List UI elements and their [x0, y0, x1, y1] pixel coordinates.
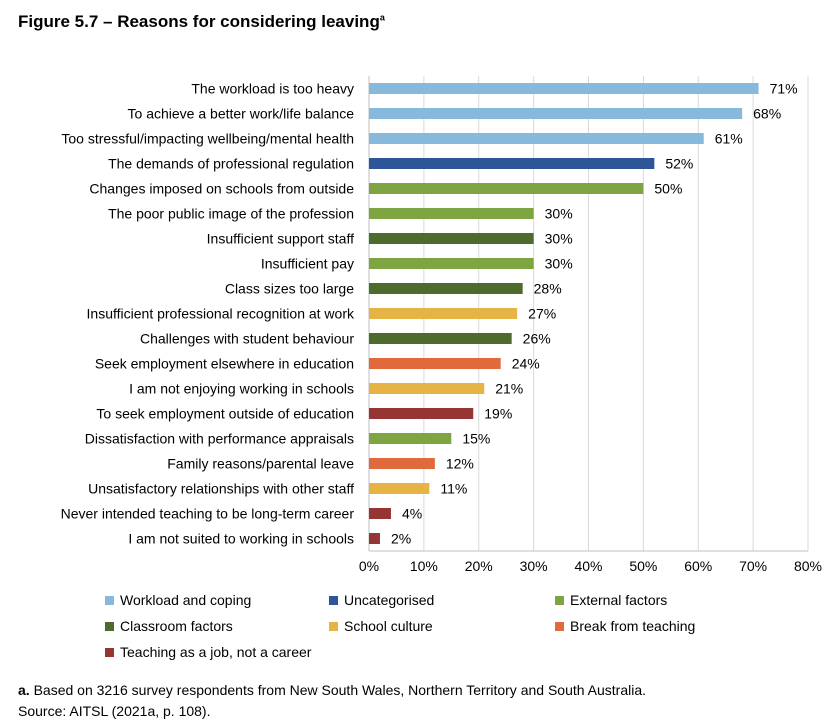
bar: [369, 258, 534, 269]
bar: [369, 458, 435, 469]
legend-item: School culture: [329, 618, 433, 634]
bar: [369, 283, 523, 294]
data-label: 24%: [512, 356, 540, 372]
figure-title-text: Figure 5.7 – Reasons for considering lea…: [18, 12, 380, 31]
category-label: I am not enjoying working in schools: [129, 381, 354, 397]
bar: [369, 133, 704, 144]
legend-item: Break from teaching: [555, 618, 695, 634]
legend-item: External factors: [555, 592, 667, 608]
footnote: a. Based on 3216 survey respondents from…: [18, 680, 646, 722]
figure-title: Figure 5.7 – Reasons for considering lea…: [18, 12, 385, 32]
data-label: 11%: [440, 481, 467, 497]
bar: [369, 308, 518, 319]
data-label: 19%: [484, 406, 512, 422]
category-label: Insufficient support staff: [207, 231, 354, 247]
legend-swatch: [555, 621, 564, 631]
footnote-label: a.: [18, 682, 30, 698]
data-label: 15%: [462, 431, 490, 447]
category-label: Class sizes too large: [225, 281, 354, 297]
legend-label: External factors: [570, 592, 668, 608]
bar: [369, 358, 501, 369]
legend-label: Break from teaching: [570, 618, 696, 634]
data-label: 21%: [495, 381, 523, 397]
bar: [369, 483, 430, 494]
category-label: Dissatisfaction with performance apprais…: [85, 431, 354, 447]
category-label: Never intended teaching to be long-term …: [61, 506, 355, 522]
category-label: The workload is too heavy: [191, 81, 354, 97]
data-label: 28%: [534, 281, 562, 297]
data-label: 26%: [523, 331, 551, 347]
legend-label: Workload and coping: [120, 592, 252, 608]
footnote-line: a. Based on 3216 survey respondents from…: [18, 680, 646, 701]
category-label: To seek employment outside of education: [96, 406, 354, 422]
x-tick-label: 70%: [739, 558, 767, 574]
bar: [369, 208, 534, 219]
bar: [369, 408, 474, 419]
bar: [369, 333, 512, 344]
category-label: Challenges with student behaviour: [140, 331, 354, 347]
bar: [369, 533, 380, 544]
data-label: 30%: [545, 231, 573, 247]
data-label: 68%: [753, 106, 781, 122]
chart-legend: Workload and coping Uncategorised External…: [105, 592, 805, 672]
category-label: Too stressful/impacting wellbeing/mental…: [61, 131, 354, 147]
x-tick-label: 10%: [410, 558, 438, 574]
bar: [369, 233, 534, 244]
category-label: Family reasons/parental leave: [167, 456, 354, 472]
category-label: Insufficient pay: [261, 256, 354, 272]
category-label: To achieve a better work/life balance: [128, 106, 355, 122]
x-tick-label: 0%: [359, 558, 379, 574]
legend-label: School culture: [344, 618, 433, 634]
x-tick-label: 80%: [794, 558, 822, 574]
x-tick-label: 60%: [684, 558, 712, 574]
legend-item: Teaching as a job, not a career: [105, 644, 311, 660]
legend-item: Classroom factors: [105, 618, 233, 634]
data-label: 50%: [654, 181, 682, 197]
bar: [369, 383, 485, 394]
legend-label: Uncategorised: [344, 592, 435, 608]
bar: [369, 158, 655, 169]
legend-swatch: [329, 621, 338, 631]
legend-swatch: [105, 595, 114, 605]
category-label: The demands of professional regulation: [108, 156, 354, 172]
data-label: 30%: [545, 256, 573, 272]
data-label: 61%: [715, 131, 743, 147]
bar: [369, 508, 391, 519]
data-label: 71%: [770, 81, 798, 97]
category-label: Insufficient professional recognition at…: [87, 306, 355, 322]
bar: [369, 433, 452, 444]
x-tick-label: 50%: [629, 558, 657, 574]
bar: [369, 83, 759, 94]
bar: [369, 183, 644, 194]
category-label: Unsatisfactory relationships with other …: [88, 481, 354, 497]
legend-swatch: [105, 647, 114, 657]
data-label: 12%: [446, 456, 474, 472]
figure-title-superscript: a: [379, 12, 385, 23]
data-label: 30%: [545, 206, 573, 222]
legend-label: Classroom factors: [120, 618, 233, 634]
x-tick-label: 20%: [465, 558, 493, 574]
category-label: Seek employment elsewhere in education: [95, 356, 354, 372]
category-label: I am not suited to working in schools: [128, 531, 354, 547]
data-label: 2%: [391, 531, 411, 547]
legend-swatch: [329, 595, 338, 605]
category-label: The poor public image of the profession: [108, 206, 354, 222]
bar: [369, 108, 743, 119]
legend-swatch: [105, 621, 114, 631]
x-tick-label: 40%: [574, 558, 602, 574]
footnote-text: Based on 3216 survey respondents from Ne…: [29, 682, 647, 698]
legend-item: Uncategorised: [329, 592, 434, 608]
data-label: 4%: [402, 506, 422, 522]
legend-item: Workload and coping: [105, 592, 251, 608]
source-line: Source: AITSL (2021a, p. 108).: [18, 703, 211, 719]
legend-label: Teaching as a job, not a career: [120, 644, 312, 660]
data-label: 27%: [528, 306, 556, 322]
x-tick-label: 30%: [520, 558, 548, 574]
legend-swatch: [555, 595, 564, 605]
category-label: Changes imposed on schools from outside: [89, 181, 354, 197]
data-label: 52%: [665, 156, 693, 172]
